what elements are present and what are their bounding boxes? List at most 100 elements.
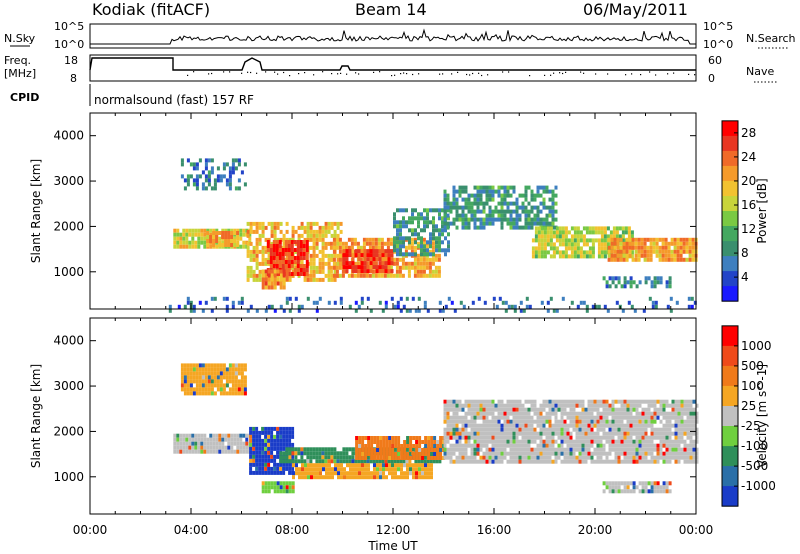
velocity-cell	[542, 403, 546, 408]
velocity-cell	[409, 471, 412, 476]
velocity-cell	[249, 430, 253, 435]
velocity-cell	[521, 439, 525, 444]
power-cell	[627, 226, 631, 231]
velocity-cell	[653, 443, 657, 448]
velocity-cell	[677, 411, 681, 416]
power-cell	[329, 245, 333, 250]
power-cell	[630, 234, 634, 239]
velocity-cell	[458, 443, 462, 448]
velocity-cell	[575, 427, 579, 432]
velocity-cell	[581, 447, 585, 452]
power-cell	[222, 166, 226, 171]
velocity-cell	[213, 379, 217, 384]
velocity-cell	[227, 445, 231, 450]
power-cell	[407, 273, 411, 278]
velocity-cell	[455, 427, 459, 432]
power-cell	[491, 197, 495, 202]
power-cell	[194, 244, 198, 249]
power-cell	[306, 296, 310, 301]
power-cell	[546, 226, 550, 231]
velocity-cell	[659, 455, 663, 460]
power-cell	[312, 273, 316, 278]
velocity-cell	[614, 431, 618, 436]
velocity-cell	[485, 415, 489, 420]
power-cell	[591, 304, 595, 309]
velocity-cell	[189, 391, 193, 396]
velocity-cell	[297, 447, 301, 452]
velocity-cell	[267, 489, 271, 494]
power-cell	[536, 221, 540, 226]
velocity-cell	[443, 439, 447, 444]
velocity-cell	[375, 459, 379, 464]
power-cell	[428, 269, 432, 274]
power-cell	[542, 201, 546, 206]
power-cell	[444, 252, 447, 257]
velocity-cell	[668, 481, 672, 486]
velocity-cell	[379, 440, 383, 444]
power-cell	[332, 241, 336, 246]
power-cell	[399, 232, 402, 237]
power-cell	[624, 226, 628, 231]
velocity-cell	[530, 447, 534, 452]
velocity-cell	[560, 447, 564, 452]
velocity-cell	[551, 431, 555, 436]
power-cell	[658, 249, 662, 254]
power-cell	[212, 235, 216, 239]
velocity-cell	[201, 367, 205, 372]
velocity-cell	[506, 431, 510, 436]
power-cell	[594, 226, 598, 231]
power-cell	[255, 241, 259, 246]
power-cell	[230, 235, 234, 239]
power-cell	[369, 308, 373, 313]
power-cell	[249, 225, 253, 230]
velocity-cell	[614, 447, 618, 452]
velocity-cell	[617, 431, 621, 436]
power-cell	[195, 162, 199, 167]
power-cell	[225, 162, 229, 167]
velocity-cell	[482, 427, 486, 432]
power-cell	[646, 257, 650, 262]
velocity-cell	[500, 431, 504, 436]
power-cell	[435, 236, 438, 241]
velocity-cell	[602, 481, 606, 486]
velocity-cell	[458, 439, 462, 444]
velocity-cell	[473, 399, 477, 404]
velocity-cell	[443, 451, 447, 456]
power-cell	[318, 229, 322, 234]
velocity-cell	[476, 451, 480, 456]
velocity-cell	[629, 427, 633, 432]
velocity-cell	[321, 455, 325, 460]
velocity-cell	[509, 419, 513, 424]
velocity-cell	[327, 451, 331, 456]
power-cell	[353, 273, 357, 278]
velocity-cell	[367, 452, 371, 456]
velocity-cell	[569, 455, 573, 460]
power-cell	[429, 208, 432, 213]
power-cell	[435, 248, 438, 253]
velocity-cell	[527, 459, 531, 464]
power-cell	[179, 244, 183, 249]
power-cell	[255, 261, 259, 266]
velocity-cell	[430, 467, 433, 472]
power-cell	[240, 170, 244, 175]
velocity-cell	[310, 463, 313, 468]
velocity-cell	[382, 444, 386, 448]
power-cell	[428, 273, 432, 278]
power-cell	[473, 217, 477, 222]
power-cell	[305, 244, 309, 248]
velocity-cell	[647, 411, 651, 416]
velocity-cell	[230, 433, 234, 438]
velocity-cell	[482, 435, 486, 440]
velocity-cell	[436, 444, 440, 448]
power-cell	[631, 237, 635, 242]
colorbar-tick-label: 24	[741, 150, 756, 164]
power-cell	[351, 269, 355, 274]
velocity-cell	[686, 399, 690, 404]
power-cell	[410, 237, 414, 242]
power-cell	[290, 244, 294, 248]
velocity-cell	[623, 459, 627, 464]
nave-dot	[391, 75, 393, 77]
power-cell	[396, 220, 399, 225]
velocity-cell	[674, 431, 678, 436]
